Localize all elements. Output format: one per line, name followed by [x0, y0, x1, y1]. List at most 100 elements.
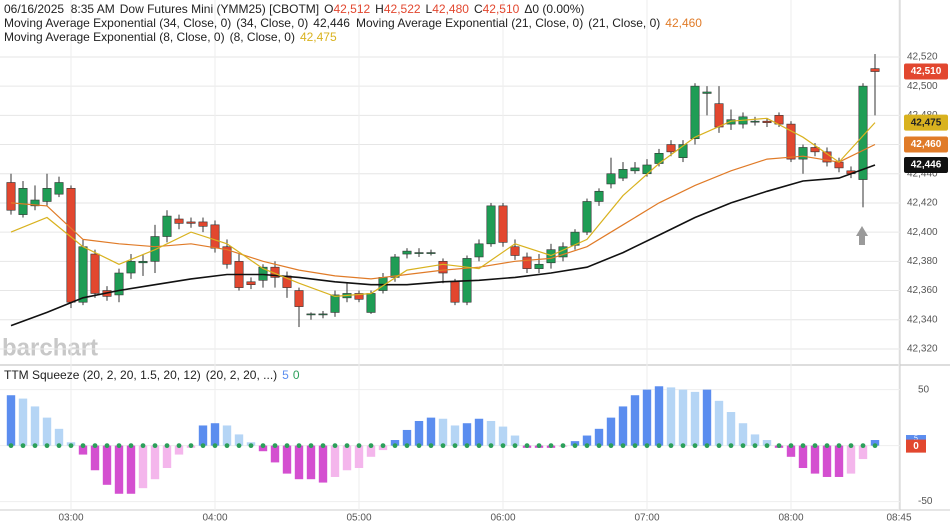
- momentum-bar: [486, 420, 496, 446]
- squeeze-dot: [164, 443, 170, 449]
- change: Δ0 (0.00%): [524, 2, 584, 16]
- legend-value: 42,460: [665, 16, 702, 30]
- squeeze-dot: [752, 443, 758, 449]
- squeeze-dot: [176, 443, 182, 449]
- y-tick-label: 42,360: [907, 285, 938, 296]
- indicator-params: (20, 2, 20, ...): [206, 368, 277, 382]
- momentum-bar: [294, 445, 304, 480]
- momentum-bar: [54, 428, 64, 446]
- y-tick-label: -50: [918, 496, 933, 507]
- momentum-bar: [138, 445, 148, 489]
- candle-body: [222, 246, 232, 265]
- price-tag: [904, 63, 948, 80]
- momentum-bar: [738, 423, 748, 446]
- squeeze-dot: [104, 443, 110, 449]
- price-tag: [904, 156, 948, 173]
- momentum-bar: [174, 445, 184, 455]
- squeeze-dot: [668, 443, 674, 449]
- candle-body: [330, 294, 340, 313]
- squeeze-dot: [68, 443, 74, 449]
- candle-body: [534, 263, 544, 269]
- squeeze-dot: [368, 443, 374, 449]
- momentum-bar: [306, 445, 316, 480]
- squeeze-dot: [308, 443, 314, 449]
- value-tag: [906, 435, 926, 443]
- candle-body: [546, 249, 556, 264]
- candle-body: [702, 91, 712, 94]
- candle-body: [630, 167, 640, 172]
- candle-body: [474, 243, 484, 258]
- squeeze-dot: [476, 443, 482, 449]
- candle-body: [642, 164, 652, 175]
- momentum-bar: [846, 445, 856, 474]
- momentum-bar: [726, 412, 736, 446]
- squeeze-dot: [680, 443, 686, 449]
- candle-body: [714, 103, 724, 128]
- value-tag-label: 5: [914, 435, 918, 442]
- squeeze-dot: [536, 443, 542, 449]
- candle-body: [366, 293, 376, 313]
- squeeze-dot: [428, 443, 434, 449]
- squeeze-dot: [788, 443, 794, 449]
- momentum-bar: [42, 417, 52, 446]
- candle-body: [750, 120, 760, 123]
- candle-body: [174, 218, 184, 224]
- y-tick-label: 42,320: [907, 344, 938, 355]
- momentum-bar: [666, 387, 676, 446]
- y-tick-label: 42,340: [907, 314, 938, 325]
- legend-name: Moving Average Exponential (8, Close, 0): [4, 30, 225, 44]
- y-tick-label: 42,520: [907, 52, 938, 63]
- candle-body: [306, 313, 316, 316]
- y-tick-label: 42,420: [907, 198, 938, 209]
- marks: [6, 54, 880, 494]
- candle-body: [78, 246, 88, 303]
- squeeze-dot: [584, 443, 590, 449]
- candle-body: [90, 253, 100, 294]
- candle-body: [6, 182, 16, 211]
- squeeze-dot: [272, 443, 278, 449]
- header-line: 06/16/2025 8:35 AM Dow Futures Mini (YMM2…: [4, 2, 584, 16]
- candle-body: [150, 236, 160, 262]
- candle-body: [666, 144, 676, 153]
- candle-body: [66, 188, 76, 303]
- squeeze-dot: [332, 443, 338, 449]
- squeeze-dot: [392, 443, 398, 449]
- momentum-bar: [678, 389, 688, 446]
- candle-body: [498, 205, 508, 243]
- x-tick-label: 08:00: [778, 513, 803, 524]
- candle-body: [618, 169, 628, 179]
- momentum-bar: [462, 423, 472, 446]
- squeeze-dot: [320, 443, 326, 449]
- indicator-signal: 0: [293, 368, 300, 382]
- symbol: Dow Futures Mini (YMM25) [CBOTM]: [120, 2, 319, 16]
- price-tag-label: 42,460: [911, 139, 942, 150]
- candle-body: [486, 205, 496, 245]
- squeeze-dot: [44, 443, 50, 449]
- y-tick-label: 42,400: [907, 227, 938, 238]
- y-tick-label: 42,440: [907, 168, 938, 179]
- squeeze-dot: [212, 443, 218, 449]
- legend-line: Moving Average Exponential (34, Close, 0…: [4, 16, 702, 30]
- squeeze-dot: [56, 443, 62, 449]
- squeeze-dot: [824, 443, 830, 449]
- squeeze-dot: [596, 443, 602, 449]
- legend-value: 42,446: [313, 16, 350, 30]
- squeeze-dot: [800, 443, 806, 449]
- indicator-title: TTM Squeeze (20, 2, 20, 1.5, 20, 12) (20,…: [4, 368, 300, 382]
- momentum-bar: [498, 426, 508, 446]
- ema-line: [10, 117, 876, 298]
- indicator-name: TTM Squeeze (20, 2, 20, 1.5, 20, 12): [4, 368, 201, 382]
- candle-body: [294, 290, 304, 307]
- squeeze-dot: [860, 443, 866, 449]
- x-tick-label: 05:00: [346, 513, 371, 524]
- momentum-bar: [354, 445, 364, 469]
- momentum-bar: [450, 425, 460, 446]
- momentum-bar: [270, 445, 280, 463]
- squeeze-dot: [764, 443, 770, 449]
- candle-body: [318, 313, 328, 316]
- y-tick-label: 50: [918, 384, 930, 395]
- squeeze-dot: [92, 443, 98, 449]
- candle-body: [42, 188, 52, 202]
- squeeze-dot: [716, 443, 722, 449]
- momentum-bar: [426, 417, 436, 446]
